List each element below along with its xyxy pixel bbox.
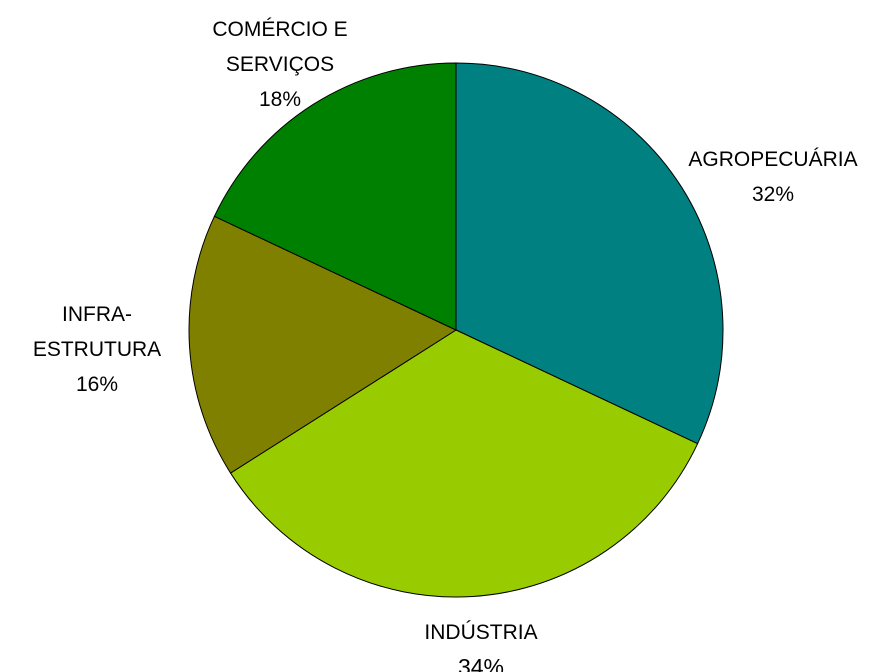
pie-slice (213, 62, 457, 331)
slice-label: AGROPECUÁRIA 32% (658, 142, 883, 212)
value-label: 32% (751, 183, 795, 206)
value-label: 16% (75, 373, 119, 396)
pie-slice (229, 329, 699, 598)
slice-label: INDÚSTRIA 34% (381, 615, 581, 672)
category-label: AGROPECUÁRIA (688, 148, 858, 171)
category-label: COMÉRCIO E SERVIÇOS (212, 18, 348, 76)
value-label: 18% (258, 88, 302, 111)
category-label: INDÚSTRIA (424, 621, 538, 644)
pie-slice (455, 62, 724, 445)
slice-label: COMÉRCIO E SERVIÇOS 18% (198, 12, 363, 117)
value-label: 34% (457, 654, 505, 672)
pie-slice (188, 215, 458, 474)
category-label: INFRA-ESTRUTURA (32, 303, 162, 361)
slice-label: INFRA-ESTRUTURA 16% (32, 297, 162, 402)
